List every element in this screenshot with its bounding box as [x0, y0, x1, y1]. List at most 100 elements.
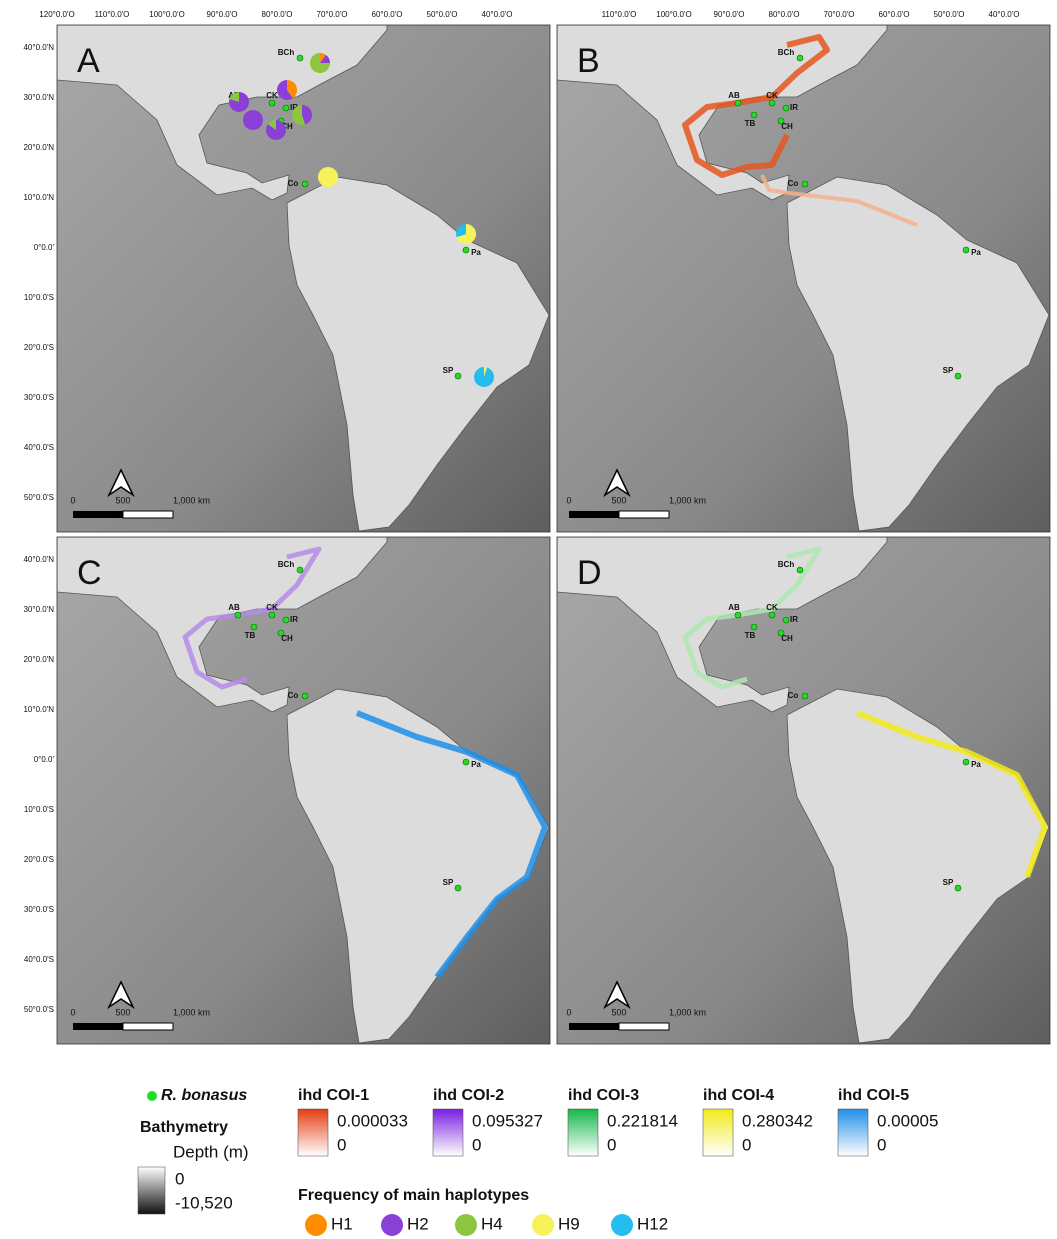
haplotype-name: H2 — [407, 1214, 429, 1233]
scale-bar-black — [73, 1023, 123, 1030]
map-body — [557, 537, 1050, 1044]
longitude-label: 60°0.0'O — [372, 10, 403, 19]
ihd-ramp — [433, 1109, 463, 1156]
latitude-label: 10°0.0'N — [23, 193, 54, 202]
ihd-min: 0 — [337, 1135, 346, 1154]
site-dot — [783, 105, 789, 111]
bathymetry-max: 0 — [175, 1169, 184, 1188]
longitude-label: 50°0.0'O — [427, 10, 458, 19]
scale-label: 500 — [611, 495, 626, 505]
latitude-label: 0°0.0' — [34, 755, 55, 764]
site-dot — [302, 693, 308, 699]
legend-species: R. bonasus — [161, 1087, 247, 1104]
haplotype-swatch — [381, 1214, 403, 1236]
site-dot — [797, 567, 803, 573]
site-label: TB — [245, 631, 256, 640]
ihd-ramp — [568, 1109, 598, 1156]
ihd-min: 0 — [607, 1135, 616, 1154]
map-panel: DBChABCKIRTBCHCoPaSP05001,000 km — [557, 537, 1050, 1044]
ihd-max: 0.221814 — [607, 1111, 678, 1130]
longitude-label: 70°0.0'O — [824, 10, 855, 19]
site-label: Pa — [471, 760, 481, 769]
site-label: IR — [790, 103, 798, 112]
latitude-label: 40°0.0'S — [24, 955, 54, 964]
latitude-label: 30°0.0'S — [24, 393, 54, 402]
map-body — [57, 25, 550, 532]
ihd-min: 0 — [742, 1135, 751, 1154]
ihd-max: 0.000033 — [337, 1111, 408, 1130]
panel-letter: B — [577, 42, 600, 80]
legend: R. bonasusBathymetryDepth (m)0-10,520ihd… — [138, 1087, 938, 1236]
latitude-label: 0°0.0' — [34, 243, 55, 252]
pie-slice — [474, 367, 494, 387]
site-dot — [797, 55, 803, 61]
latitude-label: 20°0.0'N — [23, 143, 54, 152]
site-dot — [783, 617, 789, 623]
latitude-label: 20°0.0'S — [24, 855, 54, 864]
latitude-label: 10°0.0'N — [23, 705, 54, 714]
ihd-title: ihd COI-5 — [838, 1087, 909, 1104]
longitude-label: 100°0.0'O — [656, 10, 691, 19]
site-dot — [283, 617, 289, 623]
site-dot — [963, 759, 969, 765]
site-label: SP — [943, 366, 954, 375]
latitude-label: 30°0.0'N — [23, 605, 54, 614]
site-label: AB — [228, 603, 240, 612]
site-dot — [735, 612, 741, 618]
site-label: CK — [266, 91, 278, 100]
scale-bar-black — [569, 511, 619, 518]
haplotype-swatch — [611, 1214, 633, 1236]
site-dot — [802, 181, 808, 187]
site-label: Pa — [971, 760, 981, 769]
ihd-min: 0 — [877, 1135, 886, 1154]
site-label: Co — [288, 691, 299, 700]
site-label: CK — [766, 603, 778, 612]
scale-bar-white — [619, 1023, 669, 1030]
pie-slice — [318, 167, 338, 187]
longitude-label: 110°0.0'O — [602, 10, 637, 19]
panel-letter: A — [77, 42, 100, 80]
haplotype-title: Frequency of main haplotypes — [298, 1187, 529, 1204]
map-body — [557, 25, 1050, 532]
scale-label: 1,000 km — [173, 1007, 210, 1017]
scale-label: 1,000 km — [173, 495, 210, 505]
bathymetry-unit: Depth (m) — [173, 1142, 249, 1161]
site-label: SP — [443, 878, 454, 887]
scale-label: 0 — [566, 1007, 571, 1017]
site-dot — [769, 612, 775, 618]
site-dot — [269, 612, 275, 618]
site-dot — [297, 567, 303, 573]
latitude-label: 10°0.0'S — [24, 293, 54, 302]
site-dot — [455, 373, 461, 379]
scale-bar-black — [73, 511, 123, 518]
haplotype-swatch — [532, 1214, 554, 1236]
latitude-label: 40°0.0'S — [24, 443, 54, 452]
longitude-label: 70°0.0'O — [317, 10, 348, 19]
site-dot — [769, 100, 775, 106]
site-label: BCh — [278, 560, 295, 569]
site-label: IR — [790, 615, 798, 624]
figure: A120°0.0'O110°0.0'O100°0.0'O90°0.0'O80°0… — [0, 0, 1057, 1239]
site-label: TB — [745, 631, 756, 640]
site-dot — [963, 247, 969, 253]
latitude-label: 50°0.0'S — [24, 493, 54, 502]
site-dot — [751, 112, 757, 118]
bathymetry-ramp — [138, 1167, 165, 1214]
site-label: CH — [281, 634, 293, 643]
pie-slice — [243, 110, 263, 130]
site-label: BCh — [778, 48, 795, 57]
latitude-label: 40°0.0'N — [23, 555, 54, 564]
scale-label: 500 — [115, 495, 130, 505]
scale-label: 1,000 km — [669, 495, 706, 505]
longitude-label: 90°0.0'O — [207, 10, 238, 19]
scale-bar-black — [569, 1023, 619, 1030]
haplotype-swatch — [305, 1214, 327, 1236]
haplotype-name: H1 — [331, 1214, 353, 1233]
legend-site-dot — [147, 1091, 157, 1101]
ihd-ramp — [838, 1109, 868, 1156]
latitude-label: 30°0.0'N — [23, 93, 54, 102]
ihd-max: 0.095327 — [472, 1111, 543, 1130]
panel-letter: D — [577, 554, 602, 592]
site-dot — [297, 55, 303, 61]
latitude-label: 50°0.0'S — [24, 1005, 54, 1014]
